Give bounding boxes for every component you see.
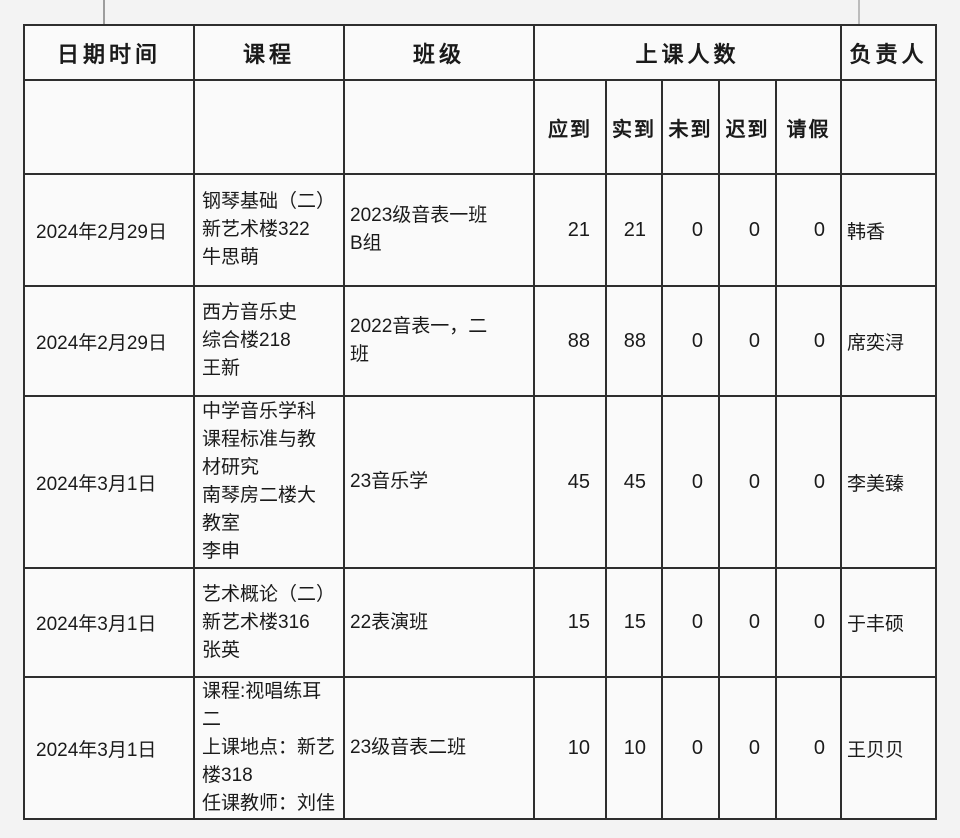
header-class-empty: [343, 79, 535, 175]
cell-manager: 席奕浔: [840, 285, 937, 397]
table-row: 2024年3月1日 课程:视唱练耳 二 上课地点：新艺 楼318 任课教师：刘佳…: [23, 676, 937, 820]
cell-expected: 10: [533, 676, 607, 820]
cell-actual: 10: [605, 676, 663, 820]
cell-absent: 0: [661, 676, 720, 820]
table-row: 2024年2月29日 西方音乐史 综合楼218 王新 2022音表一，二 班 8…: [23, 285, 937, 397]
header-attendance-group: 上课人数: [533, 24, 842, 81]
header-class: 班级: [343, 24, 535, 81]
table-row: 2024年3月1日 中学音乐学科 课程标准与教 材研究 南琴房二楼大 教室 李申…: [23, 395, 937, 569]
cell-class: 23音乐学: [343, 395, 535, 569]
cell-leave: 0: [775, 567, 842, 678]
header-manager-empty: [840, 79, 937, 175]
header-date: 日期时间: [23, 24, 195, 81]
header-date-empty: [23, 79, 195, 175]
cell-manager: 王贝贝: [840, 676, 937, 820]
cell-date: 2024年3月1日: [23, 676, 195, 820]
cell-class: 23级音表二班: [343, 676, 535, 820]
cell-leave: 0: [775, 676, 842, 820]
cell-late: 0: [718, 567, 777, 678]
cell-leave: 0: [775, 173, 842, 287]
cell-date: 2024年3月1日: [23, 395, 195, 569]
cell-late: 0: [718, 676, 777, 820]
stray-grid-line-right: [858, 0, 860, 26]
header-course-empty: [193, 79, 345, 175]
cell-leave: 0: [775, 395, 842, 569]
header-row-main: 日期时间 课程 班级 上课人数 负责人: [23, 24, 937, 81]
stray-grid-line-left: [103, 0, 105, 26]
attendance-table-body: 2024年2月29日 钢琴基础（二） 新艺术楼322 牛思萌 2023级音表一班…: [23, 173, 937, 820]
cell-late: 0: [718, 285, 777, 397]
header-course: 课程: [193, 24, 345, 81]
cell-absent: 0: [661, 173, 720, 287]
cell-course: 课程:视唱练耳 二 上课地点：新艺 楼318 任课教师：刘佳: [193, 676, 345, 820]
cell-date: 2024年2月29日: [23, 173, 195, 287]
cell-manager: 于丰硕: [840, 567, 937, 678]
cell-actual: 88: [605, 285, 663, 397]
subheader-late: 迟到: [718, 79, 777, 175]
subheader-actual: 实到: [605, 79, 663, 175]
cell-late: 0: [718, 395, 777, 569]
cell-class: 2022音表一，二 班: [343, 285, 535, 397]
cell-class: 22表演班: [343, 567, 535, 678]
header-manager: 负责人: [840, 24, 937, 81]
cell-late: 0: [718, 173, 777, 287]
cell-class: 2023级音表一班 B组: [343, 173, 535, 287]
cell-absent: 0: [661, 285, 720, 397]
cell-course: 中学音乐学科 课程标准与教 材研究 南琴房二楼大 教室 李申: [193, 395, 345, 569]
cell-manager: 韩香: [840, 173, 937, 287]
cell-date: 2024年3月1日: [23, 567, 195, 678]
cell-expected: 21: [533, 173, 607, 287]
cell-course: 钢琴基础（二） 新艺术楼322 牛思萌: [193, 173, 345, 287]
subheader-expected: 应到: [533, 79, 607, 175]
header-row-sub: 应到 实到 未到 迟到 请假: [23, 79, 937, 175]
table-row: 2024年3月1日 艺术概论（二） 新艺术楼316 张英 22表演班 15 15…: [23, 567, 937, 678]
table-row: 2024年2月29日 钢琴基础（二） 新艺术楼322 牛思萌 2023级音表一班…: [23, 173, 937, 287]
subheader-leave: 请假: [775, 79, 842, 175]
attendance-table: 日期时间 课程 班级 上课人数 负责人 应到 实到 未到 迟到 请假 2024年…: [23, 24, 937, 820]
cell-expected: 45: [533, 395, 607, 569]
cell-expected: 15: [533, 567, 607, 678]
cell-leave: 0: [775, 285, 842, 397]
cell-course: 西方音乐史 综合楼218 王新: [193, 285, 345, 397]
cell-absent: 0: [661, 395, 720, 569]
cell-actual: 15: [605, 567, 663, 678]
cell-absent: 0: [661, 567, 720, 678]
cell-expected: 88: [533, 285, 607, 397]
cell-actual: 45: [605, 395, 663, 569]
subheader-absent: 未到: [661, 79, 720, 175]
cell-date: 2024年2月29日: [23, 285, 195, 397]
cell-manager: 李美臻: [840, 395, 937, 569]
cell-actual: 21: [605, 173, 663, 287]
cell-course: 艺术概论（二） 新艺术楼316 张英: [193, 567, 345, 678]
